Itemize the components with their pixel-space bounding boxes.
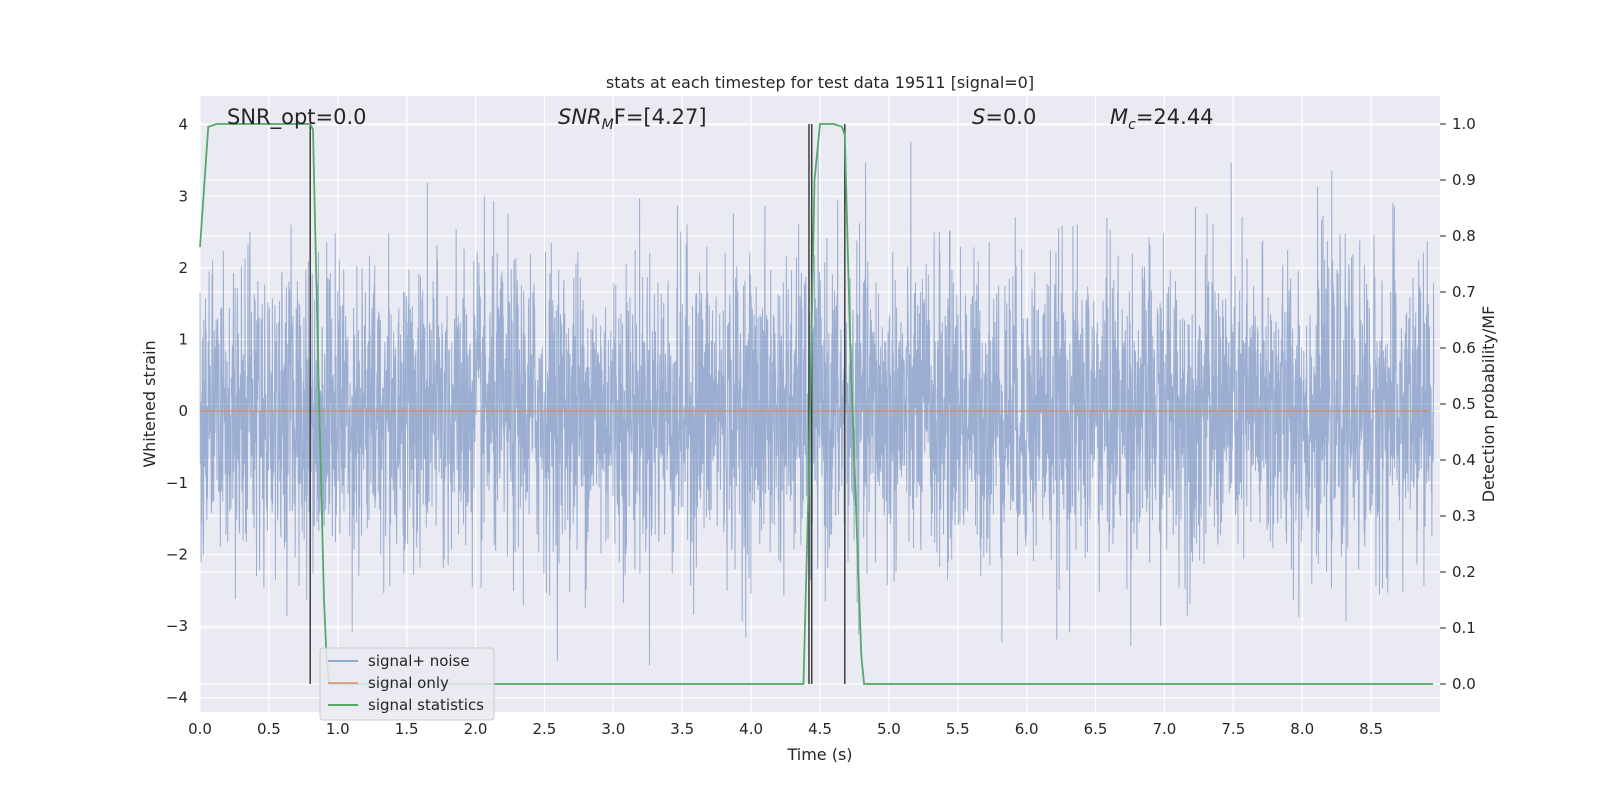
x-axis-label: Time (s)	[786, 745, 852, 764]
annotation-snr-mf-main: SNR	[558, 105, 602, 129]
x-tick-label: 6.5	[1084, 720, 1108, 738]
x-tick-label: 4.0	[739, 720, 763, 738]
x-tick-label: 0.0	[188, 720, 212, 738]
y2-tick-label: 0.8	[1452, 227, 1476, 245]
y-tick-label: −2	[166, 545, 188, 563]
y2-tick-label: 1.0	[1452, 115, 1476, 133]
x-tick-label: 7.5	[1221, 720, 1245, 738]
x-tick-label: 1.5	[395, 720, 419, 738]
y-tick-label: −3	[166, 617, 188, 635]
y2-tick-label: 0.4	[1452, 451, 1476, 469]
y2-tick-label: 0.0	[1452, 675, 1476, 693]
signal-statistics-line	[199, 123, 1434, 685]
annotation-mc: Mc=24.44	[1110, 105, 1214, 133]
x-tick-label: 2.5	[533, 720, 557, 738]
y2-tick-label: 0.1	[1452, 619, 1476, 637]
annotation-mc-main: M	[1110, 105, 1128, 129]
x-tick-label: 8.5	[1359, 720, 1383, 738]
series-signal-noise	[199, 141, 1435, 666]
x-axis-ticks: 0.0 0.5 1.0 1.5 2.0 2.5 3.0 3.5 4.0 4.5 5.0 5.5 6.0 6…	[188, 720, 1383, 738]
x-tick-label: 0.5	[257, 720, 281, 738]
x-tick-label: 5.5	[946, 720, 970, 738]
legend: signal+ noise signal only signal statist…	[319, 647, 495, 721]
y-tick-label: 0	[178, 402, 188, 420]
y2-tick-label: 0.9	[1452, 171, 1476, 189]
x-tick-label: 8.0	[1290, 720, 1314, 738]
x-tick-label: 5.0	[877, 720, 901, 738]
y-tick-label: −1	[166, 474, 188, 492]
y2-tick-label: 0.5	[1452, 395, 1476, 413]
y-tick-label: 1	[178, 331, 188, 349]
y-tick-label: 2	[178, 259, 188, 277]
chart-title: stats at each timestep for test data 195…	[606, 73, 1034, 92]
y2-tick-label: 0.7	[1452, 283, 1476, 301]
annotation-s-main: S	[972, 105, 985, 129]
series-signal-statistics	[199, 123, 1434, 685]
y2-axis-label: Detection probability/MF	[1479, 306, 1498, 503]
vertical-markers	[309, 124, 846, 684]
annotation-mc-rest: =24.44	[1136, 105, 1214, 129]
annotation-snr-mf-sub: M	[602, 117, 614, 133]
y-tick-label: 4	[178, 116, 188, 134]
noise-trace	[199, 141, 1435, 666]
annotation-s: S=0.0	[972, 105, 1036, 129]
annotation-s-rest: =0.0	[985, 105, 1036, 129]
x-tick-label: 6.0	[1015, 720, 1039, 738]
y2-tick-label: 0.3	[1452, 507, 1476, 525]
annotation-snr-mf-rest: F=[4.27]	[614, 105, 707, 129]
y-axis-label: Whitened strain	[140, 340, 159, 467]
y-axis-ticks: 4 3 2 1 0 −1 −2 −3 −4	[166, 116, 188, 707]
x-tick-label: 3.5	[670, 720, 694, 738]
x-tick-label: 4.5	[808, 720, 832, 738]
annotation-snr-mf: SNRMF=[4.27]	[558, 105, 707, 133]
x-tick-label: 3.0	[601, 720, 625, 738]
x-tick-label: 2.0	[464, 720, 488, 738]
x-tick-label: 7.0	[1153, 720, 1177, 738]
legend-box	[319, 647, 495, 721]
y2-axis-ticks: 1.0 0.9 0.8 0.7 0.6 0.5 0.4 0.3 0.2 0.1 0.0	[1440, 115, 1476, 693]
legend-label-signal-only: signal only	[368, 674, 449, 692]
legend-label-signal-statistics: signal statistics	[368, 696, 484, 714]
annotation-snr-opt: SNR_opt=0.0	[227, 105, 367, 130]
y2-tick-label: 0.6	[1452, 339, 1476, 357]
legend-label-signal-noise: signal+ noise	[368, 652, 470, 670]
annotation-mc-sub: c	[1128, 117, 1136, 133]
y2-tick-label: 0.2	[1452, 563, 1476, 581]
y-tick-label: 3	[178, 187, 188, 205]
x-tick-label: 1.0	[326, 720, 350, 738]
y-tick-label: −4	[166, 689, 188, 707]
